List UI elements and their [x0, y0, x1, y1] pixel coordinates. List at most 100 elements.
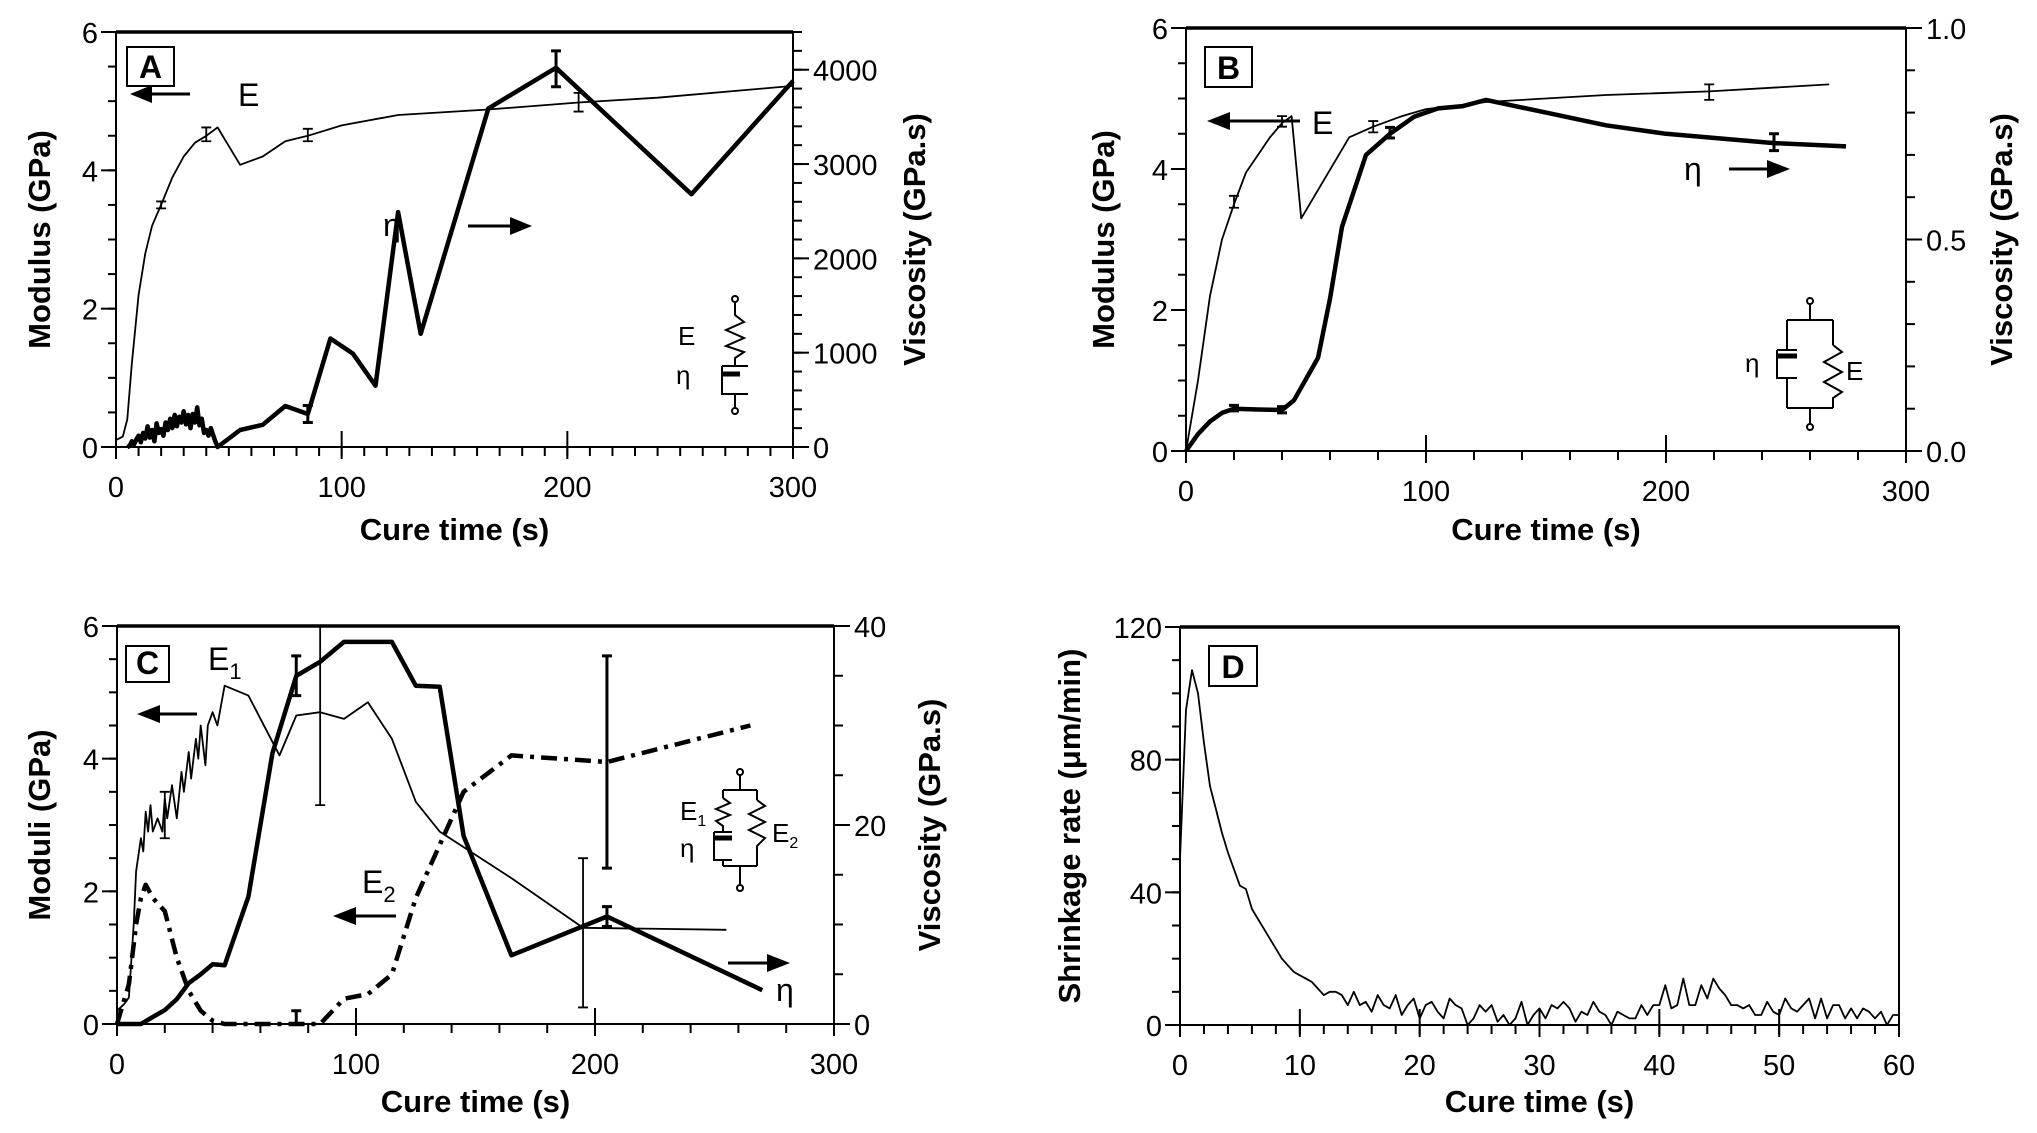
y2-axis-title: Viscosity (GPa.s)	[897, 113, 932, 366]
y2-tick-label: 0.5	[1926, 226, 1966, 258]
y-axis-title: Modulus (GPa)	[1086, 130, 1121, 349]
y-tick-label: 40	[1130, 878, 1162, 910]
series-line-η	[1184, 97, 1847, 453]
y-tick-label: 4	[83, 745, 99, 777]
y-tick-label: 0	[82, 433, 98, 465]
error-bar-E1	[315, 625, 326, 806]
model-label-e: E	[1846, 356, 1863, 386]
error-bar-E	[1368, 120, 1379, 134]
panel-label: A	[139, 49, 162, 85]
x-tick-label: 200	[571, 1049, 619, 1081]
panel-label: B	[1217, 50, 1240, 86]
error-bar-η	[302, 404, 313, 424]
series-line-E2	[114, 723, 751, 1027]
error-bar-E	[1704, 83, 1715, 101]
x-axis-title: Cure time (s)	[360, 512, 549, 547]
x-tick-label: 300	[1882, 476, 1930, 508]
label-e2-sub: 2	[383, 882, 395, 907]
error-bar-E2	[291, 1009, 302, 1026]
y-tick-label: 0	[1152, 437, 1168, 469]
panel-label-box	[125, 645, 170, 683]
arrow-left-icon	[1207, 112, 1230, 130]
model-label-eta: η	[680, 833, 694, 863]
y2-axis-title: Viscosity (GPa.s)	[1984, 113, 2019, 366]
panel-b-annotations: E η η E	[1207, 105, 1863, 431]
maxwell-model-icon	[721, 295, 748, 415]
x-tick-label: 40	[1643, 1050, 1675, 1082]
error-bar-η	[601, 905, 612, 928]
error-bar-E	[201, 126, 212, 143]
x-axis-title: Cure time (s)	[1451, 512, 1640, 547]
y2-tick-label: 3000	[813, 150, 878, 182]
y2-tick-label: 4000	[813, 56, 878, 88]
y-tick-label: 6	[1152, 14, 1168, 46]
label-e: E	[238, 77, 259, 113]
y2-tick-label: 1000	[813, 339, 878, 371]
panel-label-box	[1204, 46, 1253, 88]
label-e1: E1	[208, 641, 242, 684]
x-tick-label: 100	[317, 472, 365, 504]
y-axis-title: Modulus (GPa)	[22, 130, 57, 349]
model-label-e1-sub: 1	[697, 813, 706, 830]
y-tick-label: 2	[82, 295, 98, 327]
error-bar-η	[1769, 132, 1779, 153]
model-label-e: E	[678, 321, 695, 351]
arrow-left-icon	[137, 705, 160, 723]
panel-label: D	[1221, 649, 1244, 685]
error-bar-E	[1229, 194, 1239, 209]
panel-a-annotations: E η E η	[130, 77, 748, 415]
arrow-left-icon	[333, 907, 356, 925]
model-label-e2-main: E	[772, 818, 789, 848]
three-element-model-icon	[713, 768, 768, 892]
error-bar-η	[1385, 125, 1395, 140]
series-line-E	[115, 85, 794, 441]
x-tick-label: 50	[1763, 1050, 1795, 1082]
x-tick-label: 200	[1642, 476, 1690, 508]
kelvin-voigt-model-icon	[1776, 297, 1845, 431]
panel-label-box	[126, 46, 175, 87]
y2-tick-label: 0	[854, 1010, 870, 1042]
label-eta: η	[1684, 151, 1702, 187]
y2-tick-label: 20	[854, 811, 886, 843]
panel-c-annotations: E1 E2 η E1 η E2	[137, 641, 798, 1008]
arrow-right-icon	[1767, 160, 1790, 178]
x-tick-label: 300	[769, 472, 817, 504]
series-line-E1	[116, 684, 727, 1012]
x-axis-title: Cure time (s)	[381, 1084, 570, 1119]
panel-label: C	[136, 645, 159, 681]
plot-frame	[1185, 27, 1907, 452]
x-tick-label: 100	[332, 1049, 380, 1081]
error-bar-η	[1229, 403, 1239, 413]
model-label-e2-sub: 2	[789, 835, 798, 852]
x-tick-label: 0	[1172, 1050, 1188, 1082]
y-tick-label: 0	[1146, 1011, 1162, 1043]
y-tick-label: 2	[1152, 296, 1168, 328]
y2-axis-title: Viscosity (GPa.s)	[912, 699, 947, 952]
x-tick-label: 0	[108, 472, 124, 504]
x-tick-label: 100	[1402, 476, 1450, 508]
y-tick-label: 2	[83, 877, 99, 909]
model-label-eta: η	[1745, 348, 1759, 378]
x-tick-label: 200	[543, 472, 591, 504]
panel-label-box	[1208, 645, 1258, 687]
label-eta: η	[383, 207, 401, 243]
label-e2-main: E	[362, 864, 383, 900]
x-tick-label: 0	[1178, 476, 1194, 508]
error-bar-E1	[159, 790, 170, 840]
x-axis-title: Cure time (s)	[1445, 1084, 1634, 1119]
y-tick-label: 120	[1114, 613, 1162, 645]
y-tick-label: 80	[1130, 746, 1162, 778]
x-tick-label: 10	[1284, 1050, 1316, 1082]
error-bar-E1	[578, 857, 589, 1009]
error-bar-E	[156, 200, 167, 210]
error-bar-η	[1277, 405, 1287, 415]
error-bar-E2	[601, 654, 612, 870]
label-e: E	[1312, 105, 1333, 141]
x-tick-label: 30	[1523, 1050, 1555, 1082]
arrow-right-icon	[510, 217, 532, 235]
series-line-η	[126, 65, 795, 450]
model-label-e2: E2	[772, 818, 798, 852]
y-axis-title: Shrinkage rate (μm/min)	[1052, 649, 1087, 1004]
y2-tick-label: 0	[813, 433, 829, 465]
